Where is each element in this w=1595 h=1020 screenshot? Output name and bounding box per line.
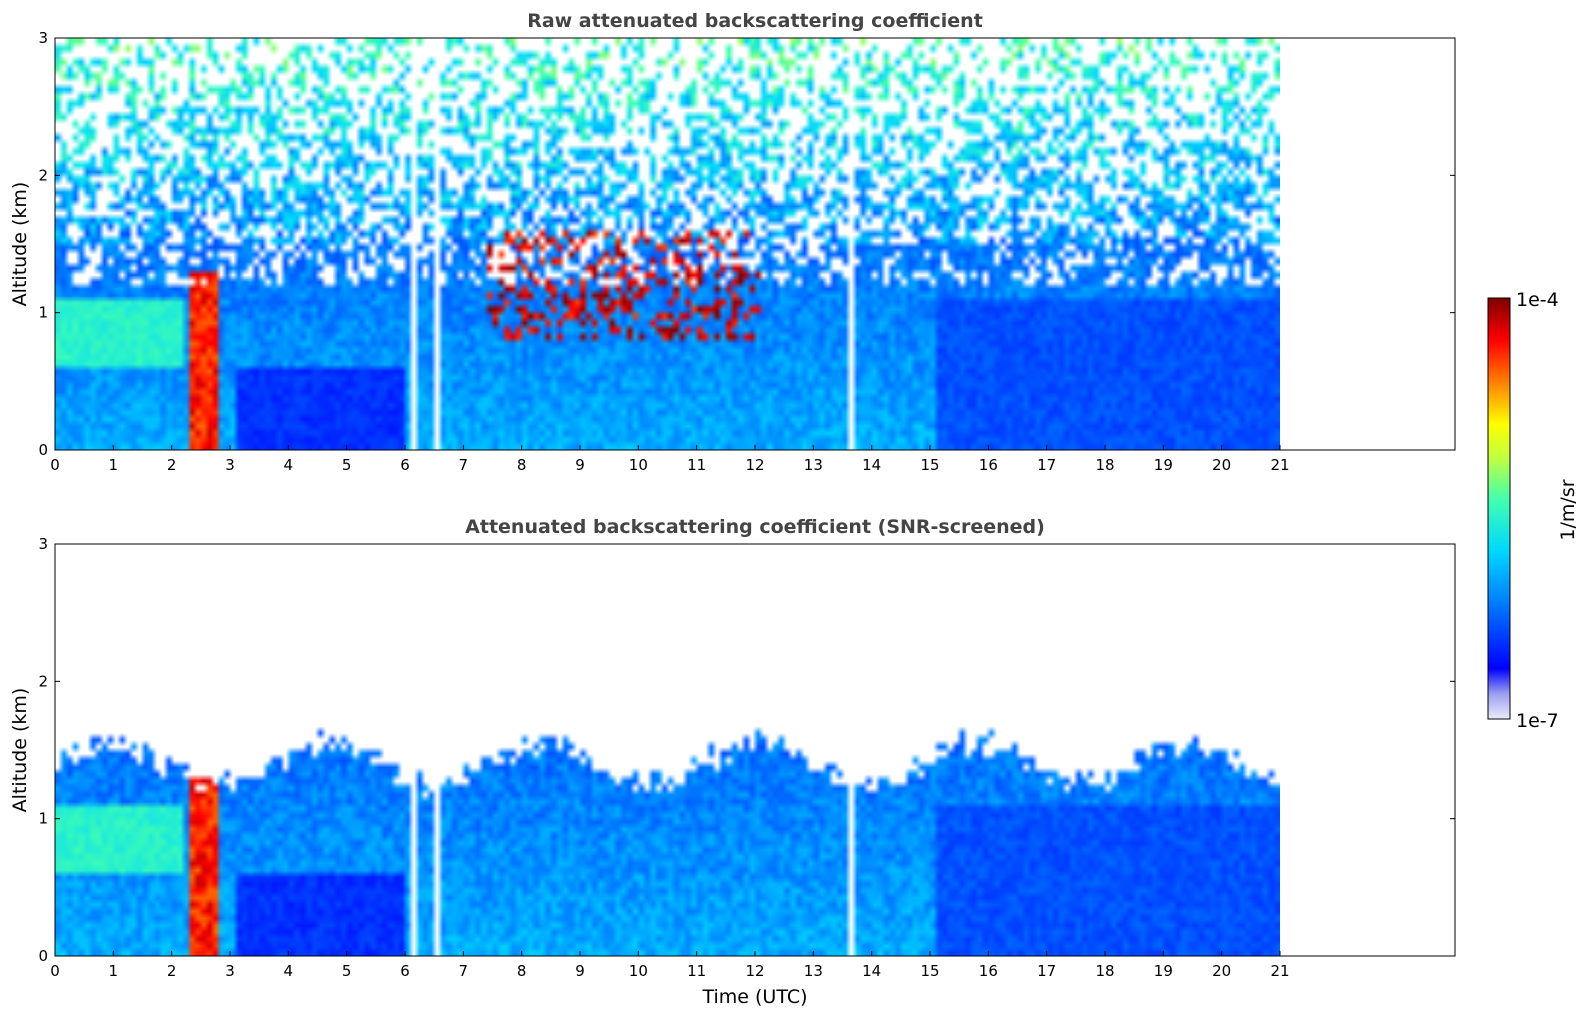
y-tick-label: 0 [38, 441, 48, 459]
x-tick-label: 3 [225, 456, 235, 474]
x-tick-label: 11 [687, 962, 706, 980]
x-tick-label: 12 [745, 456, 764, 474]
x-tick-label: 17 [1037, 456, 1056, 474]
panel-title: Raw attenuated backscattering coefficien… [527, 10, 983, 32]
x-tick-label: 4 [284, 456, 294, 474]
x-tick-label: 0 [50, 962, 60, 980]
x-tick-label: 2 [167, 456, 177, 474]
colorbar-gradient [1487, 297, 1511, 720]
x-tick-label: 16 [979, 456, 998, 474]
x-tick-label: 13 [804, 962, 823, 980]
x-tick-label: 12 [745, 962, 764, 980]
raw-backscatter-panel: 0 1 2 3 4 5 6 7 8 9 10 11 12 13 14 15 16 17 18 19 20 210123Ra… [9, 10, 1456, 474]
y-tick-label: 3 [38, 29, 48, 47]
heatmap-image [55, 38, 1280, 450]
x-tick-label: 20 [1212, 962, 1231, 980]
x-tick-label: 18 [1095, 456, 1114, 474]
heatmap-image [55, 544, 1280, 956]
x-tick-label: 20 [1212, 456, 1231, 474]
x-tick-label: 5 [342, 962, 352, 980]
y-axis-label: Altitude (km) [9, 688, 31, 813]
x-tick-label: 2 [167, 962, 177, 980]
snr-screened-backscatter-panel: 0 1 2 3 4 5 6 7 8 9 10 11 12 13 14 15 16 17 18 19 20 210123At… [9, 516, 1456, 1008]
x-tick-label: 19 [1154, 962, 1173, 980]
y-tick-label: 2 [38, 672, 48, 690]
x-tick-label: 14 [862, 456, 881, 474]
x-tick-label: 6 [400, 456, 410, 474]
y-tick-label: 3 [38, 535, 48, 553]
colorbar-min-label: 1e-7 [1516, 710, 1559, 732]
x-tick-label: 1 [109, 456, 119, 474]
x-tick-label: 8 [517, 456, 527, 474]
x-tick-label: 13 [804, 456, 823, 474]
x-tick-label: 21 [1270, 962, 1289, 980]
colorbar: 1e-4 1e-7 1/m/sr [1487, 289, 1579, 732]
x-tick-label: 19 [1154, 456, 1173, 474]
x-tick-label: 15 [920, 962, 939, 980]
x-tick-label: 15 [920, 456, 939, 474]
x-tick-label: 17 [1037, 962, 1056, 980]
x-tick-label: 10 [629, 456, 648, 474]
x-tick-label: 7 [459, 456, 469, 474]
x-tick-label: 0 [50, 456, 60, 474]
x-tick-label: 9 [575, 962, 585, 980]
colorbar-max-label: 1e-4 [1516, 289, 1559, 311]
x-tick-label: 18 [1095, 962, 1114, 980]
panel-title: Attenuated backscattering coefficient (S… [465, 516, 1045, 538]
y-tick-label: 1 [38, 810, 48, 828]
x-tick-label: 11 [687, 456, 706, 474]
x-tick-label: 21 [1270, 456, 1289, 474]
x-tick-label: 6 [400, 962, 410, 980]
x-tick-label: 1 [109, 962, 119, 980]
x-tick-label: 8 [517, 962, 527, 980]
y-tick-label: 0 [38, 947, 48, 965]
x-tick-label: 5 [342, 456, 352, 474]
x-tick-label: 16 [979, 962, 998, 980]
y-tick-label: 1 [38, 304, 48, 322]
x-tick-label: 7 [459, 962, 469, 980]
x-tick-label: 14 [862, 962, 881, 980]
x-tick-label: 4 [284, 962, 294, 980]
colorbar-unit-label: 1/m/sr [1557, 479, 1579, 540]
x-tick-label: 10 [629, 962, 648, 980]
x-axis-label: Time (UTC) [701, 986, 807, 1008]
y-axis-label: Altitude (km) [9, 182, 31, 307]
x-tick-label: 3 [225, 962, 235, 980]
y-tick-label: 2 [38, 166, 48, 184]
x-tick-label: 9 [575, 456, 585, 474]
